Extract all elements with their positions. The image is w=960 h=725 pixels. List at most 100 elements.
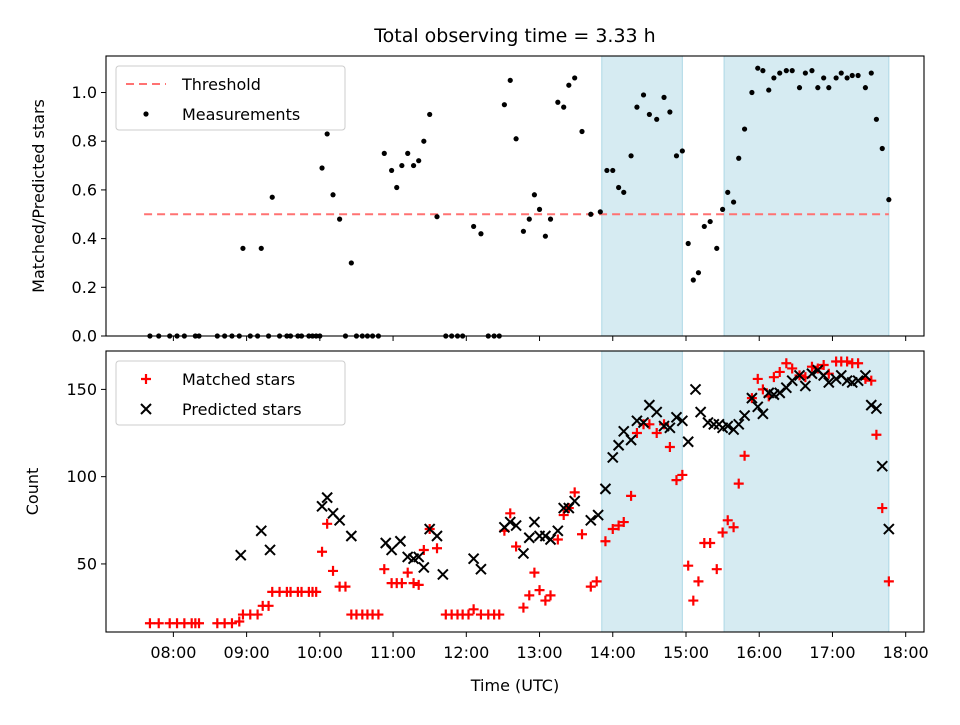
- predicted-star-point: [321, 491, 333, 504]
- x-tick-label: 12:00: [443, 643, 489, 662]
- observing-span-1: [723, 350, 890, 633]
- matched-star-point: [739, 450, 750, 461]
- measurement-point: [604, 167, 610, 174]
- predicted-star-point: [345, 530, 358, 542]
- measurement-point: [597, 209, 603, 215]
- matched-star-point: [787, 363, 798, 374]
- measurement-point: [330, 192, 336, 198]
- matched-star-point: [591, 576, 602, 587]
- predicted-star-point: [806, 367, 818, 380]
- x-tick-label: 14:00: [590, 643, 636, 662]
- measurement-point: [561, 104, 567, 110]
- matched-star-point: [664, 441, 675, 452]
- measurement-point: [389, 167, 395, 174]
- measurement-point: [381, 150, 387, 156]
- measurement-point: [821, 75, 827, 81]
- measurement-point: [736, 155, 742, 161]
- x-tick-label: 18:00: [883, 643, 929, 662]
- measurement-point: [826, 85, 832, 91]
- measurement-point: [766, 87, 772, 93]
- predicted-star-point: [708, 418, 720, 431]
- measurement-point: [410, 162, 417, 169]
- measurement-point: [741, 126, 748, 132]
- predicted-star-point: [876, 460, 888, 472]
- predicted-star-point: [799, 380, 812, 392]
- matched-star-point: [552, 534, 563, 545]
- matched-star-point: [311, 586, 322, 597]
- measurement-point: [572, 75, 578, 81]
- legend-predicted-marker: [140, 403, 152, 415]
- matched-star-point: [194, 618, 205, 629]
- predicted-star-point: [539, 530, 552, 542]
- measurement-point: [873, 116, 879, 122]
- y-axis-label: Count: [23, 468, 42, 516]
- measurement-point: [777, 70, 783, 76]
- predicted-star-point: [817, 369, 830, 382]
- matched-star-point: [842, 356, 853, 367]
- measurement-point: [802, 70, 808, 76]
- measurement-point: [714, 245, 720, 251]
- legend-box: [115, 65, 346, 131]
- matched-star-point: [518, 602, 529, 613]
- matched-star-point: [752, 373, 763, 384]
- predicted-star-point: [437, 568, 449, 581]
- measurement-point: [526, 216, 532, 222]
- measurement-point: [542, 233, 548, 239]
- measurement-point: [783, 68, 789, 74]
- predicted-star-point: [467, 552, 480, 565]
- matched-star-point: [511, 541, 522, 552]
- measurement-point: [337, 216, 343, 222]
- legend-box: [115, 360, 346, 426]
- matched-star-point: [373, 609, 384, 620]
- matched-star-point: [626, 490, 637, 501]
- predicted-star-point: [865, 399, 877, 411]
- predicted-star-point: [722, 420, 734, 432]
- measurement-point: [616, 184, 622, 191]
- predicted-star-point: [607, 451, 619, 464]
- predicted-star-point: [746, 392, 758, 404]
- matched-star-point: [705, 537, 716, 548]
- matched-star-point: [558, 510, 569, 521]
- legend-label: Measurements: [182, 105, 300, 124]
- observing-span-0: [601, 350, 683, 633]
- predicted-star-point: [412, 551, 425, 563]
- matched-star-point: [226, 618, 237, 629]
- measurement-point: [673, 153, 680, 159]
- measurement-point: [588, 211, 594, 217]
- matched-star-point: [432, 543, 443, 554]
- predicted-star-point: [552, 525, 564, 537]
- predicted-star-point: [510, 519, 522, 532]
- predicted-star-point: [333, 514, 346, 527]
- predicted-star-point: [625, 434, 637, 446]
- predicted-star-point: [689, 383, 702, 396]
- measurement-point: [240, 245, 246, 251]
- measurement-point: [833, 75, 839, 81]
- matched-star-point: [818, 359, 829, 370]
- matched-star-point: [613, 520, 624, 531]
- matched-star-point: [569, 487, 580, 498]
- matched-star-point: [631, 428, 642, 439]
- x-tick-label: 13:00: [516, 643, 562, 662]
- predicted-star-point: [738, 409, 751, 422]
- legend: Matched stars Predicted stars: [115, 360, 346, 426]
- predicted-star-point: [631, 415, 643, 427]
- measurement-point: [348, 260, 354, 266]
- matched-star-point: [722, 515, 733, 526]
- measurement-point: [478, 231, 484, 237]
- predicted-star-point: [752, 401, 764, 413]
- legend-measurement-marker: [143, 111, 149, 117]
- predicted-star-point: [830, 373, 842, 385]
- measurement-point: [507, 77, 513, 83]
- matched-star-point: [317, 546, 328, 557]
- axes-frame: [105, 350, 925, 633]
- measurement-point: [640, 92, 647, 98]
- measurement-point: [809, 68, 815, 74]
- measurement-point: [661, 94, 667, 100]
- predicted-star-point: [733, 418, 745, 431]
- measurement-point: [755, 65, 761, 71]
- y-axis-label: Matched/Predicted stars: [29, 99, 48, 293]
- measurement-point: [646, 111, 652, 118]
- legend: Threshold Measurements: [115, 65, 346, 131]
- matched-star-point: [871, 429, 882, 440]
